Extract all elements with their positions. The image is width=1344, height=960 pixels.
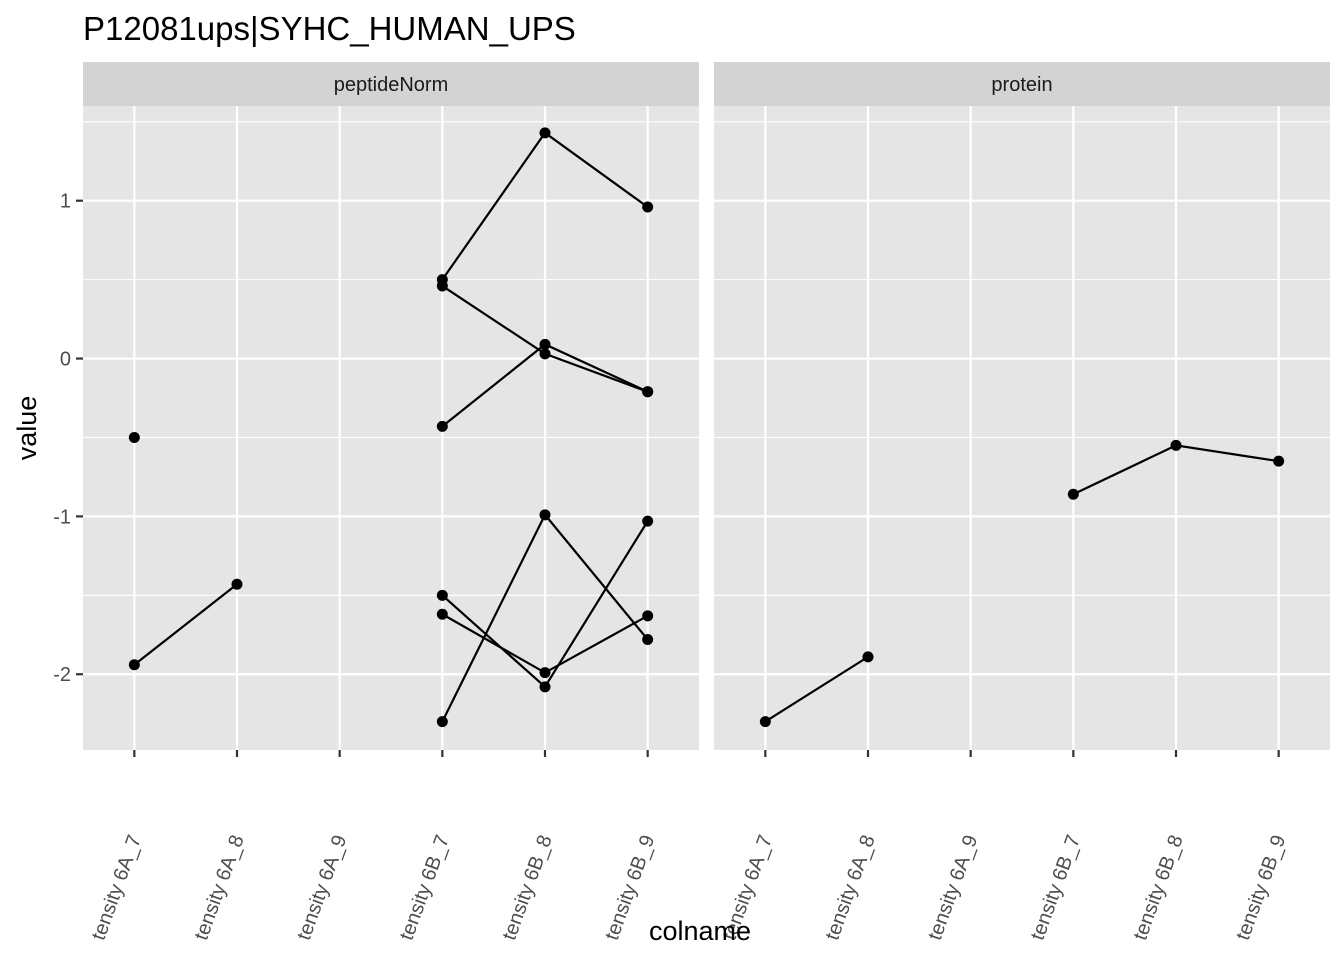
y-axis: -2 -1 0 1 xyxy=(53,191,83,686)
panel-background xyxy=(83,106,699,750)
data-point xyxy=(539,667,551,679)
data-point xyxy=(642,610,654,622)
x-tick-label: tensity 6A_9 xyxy=(293,832,351,943)
facet-strip xyxy=(83,62,699,106)
x-tick-label: tensity 6A_8 xyxy=(190,832,248,943)
data-point xyxy=(539,127,551,139)
facet-strip xyxy=(714,62,1330,106)
panel-peptidenorm: peptideNorm tensity 6A_7 tensity 6A_8 tensi… xyxy=(83,62,699,943)
y-tick-label: 1 xyxy=(60,191,71,213)
data-point xyxy=(642,515,654,527)
series-line xyxy=(764,655,869,723)
y-tick-label: -2 xyxy=(53,664,71,686)
series-peptidenorm-8 xyxy=(436,509,654,728)
facet-strip-label: protein xyxy=(991,74,1052,96)
data-point xyxy=(1067,488,1079,500)
series-peptidenorm-1 xyxy=(128,431,140,443)
y-tick-label: -1 xyxy=(53,506,71,528)
data-point xyxy=(436,589,448,601)
facet-strip-label: peptideNorm xyxy=(334,74,449,96)
x-axis-title: colname xyxy=(649,916,751,946)
x-tick-label: tensity 6A_8 xyxy=(821,832,879,943)
series-peptidenorm-7 xyxy=(436,608,654,679)
series-peptidenorm-6 xyxy=(436,515,654,693)
x-tick-label: tensity 6B_9 xyxy=(1232,832,1290,943)
panel-background xyxy=(714,106,1330,750)
series-protein-1 xyxy=(759,651,874,728)
data-point xyxy=(1273,455,1285,467)
data-point xyxy=(128,659,140,671)
x-tick-label: tensity 6A_9 xyxy=(924,832,982,943)
data-point xyxy=(436,608,448,620)
chart-title: P12081ups|SYHC_HUMAN_UPS xyxy=(83,10,576,47)
y-tick-label: 0 xyxy=(60,349,71,371)
data-point xyxy=(862,651,874,663)
data-point xyxy=(539,681,551,693)
data-point xyxy=(128,431,140,443)
data-point xyxy=(539,338,551,350)
y-axis-title: value xyxy=(12,396,42,461)
x-tick-label: tensity 6B_8 xyxy=(1129,832,1187,943)
data-point xyxy=(759,716,771,728)
data-point xyxy=(436,420,448,432)
series-protein-2 xyxy=(1067,439,1285,500)
data-point xyxy=(436,716,448,728)
x-tick-label: tensity 6A_7 xyxy=(88,832,146,943)
data-point xyxy=(642,634,654,646)
panels-layer: peptideNorm tensity 6A_7 tensity 6A_8 tensi… xyxy=(83,62,1330,943)
series-peptidenorm-2 xyxy=(128,578,243,671)
data-point xyxy=(231,578,243,590)
data-point xyxy=(1170,439,1182,451)
data-point xyxy=(642,201,654,213)
data-point xyxy=(642,386,654,398)
x-tick-label: tensity 6B_7 xyxy=(396,832,454,943)
series-peptidenorm-5 xyxy=(436,338,654,432)
x-tick-label: tensity 6B_8 xyxy=(498,832,556,943)
series-line xyxy=(133,583,238,666)
data-point xyxy=(436,280,448,292)
x-tick-label: tensity 6B_7 xyxy=(1027,832,1085,943)
data-point xyxy=(539,348,551,360)
data-point xyxy=(539,509,551,521)
